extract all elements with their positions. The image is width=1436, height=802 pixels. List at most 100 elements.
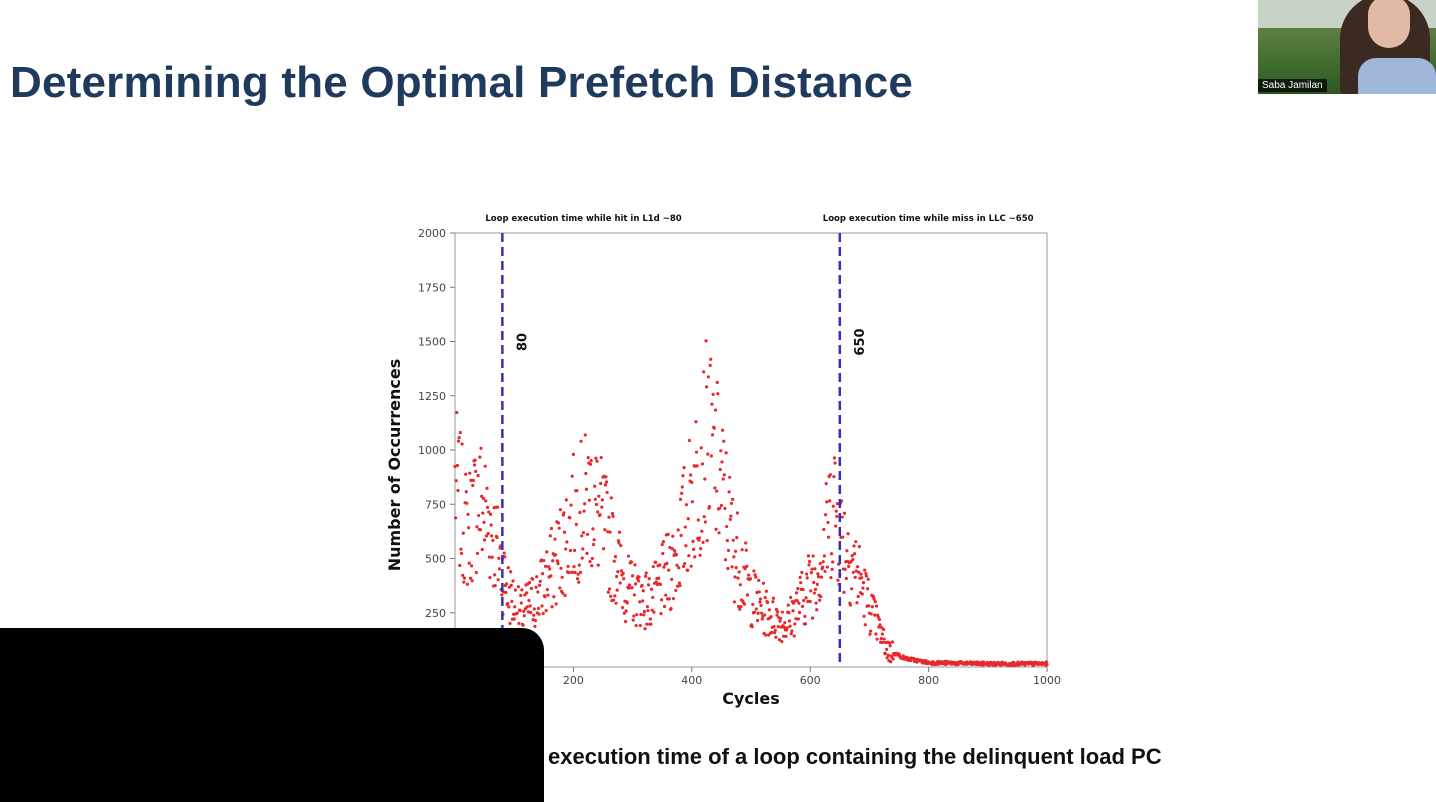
data-point <box>512 612 516 616</box>
data-point <box>684 503 689 507</box>
data-point <box>790 629 794 633</box>
data-point <box>709 454 713 458</box>
data-point <box>625 601 629 605</box>
data-point <box>618 581 622 585</box>
data-point <box>574 522 578 526</box>
data-point <box>683 525 687 529</box>
data-point <box>649 622 653 626</box>
data-point <box>474 469 478 473</box>
data-point <box>641 589 645 593</box>
data-point <box>667 568 671 572</box>
x-tick-label: 400 <box>681 674 702 687</box>
data-point <box>760 611 764 615</box>
data-point <box>807 563 811 567</box>
data-point <box>702 370 706 374</box>
data-point <box>830 567 834 571</box>
data-point <box>857 545 861 549</box>
data-point <box>789 595 793 600</box>
data-point <box>809 589 813 593</box>
data-point <box>507 605 511 609</box>
data-point <box>466 512 470 516</box>
data-point <box>695 464 699 468</box>
data-point <box>457 436 461 440</box>
data-point <box>586 532 590 536</box>
data-point <box>542 558 546 563</box>
data-point <box>591 542 596 547</box>
data-point <box>735 536 739 540</box>
data-point <box>796 617 800 621</box>
data-point <box>478 528 483 532</box>
data-point <box>798 575 802 579</box>
data-point <box>529 586 533 590</box>
data-point <box>546 593 550 597</box>
data-point <box>472 463 477 467</box>
data-point <box>590 564 594 568</box>
data-point <box>699 547 703 551</box>
data-point <box>658 563 662 567</box>
data-point <box>599 481 603 486</box>
data-point <box>556 562 560 566</box>
data-point <box>782 625 786 629</box>
data-point <box>694 420 698 424</box>
data-point <box>674 588 678 593</box>
data-point <box>577 563 581 567</box>
data-point <box>541 572 545 576</box>
participant-face <box>1368 0 1410 48</box>
data-point <box>488 512 493 516</box>
data-point <box>797 601 801 605</box>
data-point <box>543 595 547 599</box>
data-point <box>554 553 558 557</box>
data-point <box>863 568 867 572</box>
data-point <box>822 527 826 531</box>
data-point <box>534 585 538 589</box>
annotation-top-label: Loop execution time while miss in LLC ~6… <box>823 214 1034 224</box>
data-point <box>611 514 615 518</box>
data-point <box>836 578 840 582</box>
data-point <box>617 541 621 545</box>
data-point <box>632 593 636 597</box>
data-point <box>580 556 584 560</box>
data-point <box>527 598 531 603</box>
data-point <box>738 583 742 587</box>
data-point <box>586 456 590 460</box>
data-point <box>771 600 775 604</box>
y-tick-label: 1250 <box>418 390 446 403</box>
data-point <box>675 563 679 567</box>
data-point <box>773 628 777 632</box>
data-point <box>637 575 641 579</box>
data-point <box>742 602 747 606</box>
data-point <box>597 494 601 498</box>
participant-video-tile[interactable]: Saba Jamilan <box>1258 0 1436 94</box>
data-point <box>791 609 795 613</box>
data-point <box>569 503 573 507</box>
data-point <box>886 653 890 658</box>
data-point <box>633 582 638 586</box>
data-point <box>571 452 576 456</box>
data-point <box>555 559 560 563</box>
data-point <box>535 575 539 579</box>
data-point <box>703 477 707 481</box>
data-point <box>522 609 526 613</box>
data-point <box>551 559 555 563</box>
data-point <box>794 617 798 621</box>
data-point <box>548 534 552 538</box>
data-point <box>810 567 814 571</box>
data-point <box>461 573 465 577</box>
data-point <box>705 539 709 543</box>
data-point <box>485 486 489 490</box>
data-point <box>875 637 879 641</box>
data-point <box>805 572 809 576</box>
data-point <box>566 564 570 568</box>
data-point <box>580 534 584 538</box>
data-point <box>601 547 606 551</box>
data-point <box>493 573 497 577</box>
data-point <box>725 524 729 529</box>
y-tick-label: 1500 <box>418 336 446 349</box>
data-point <box>613 594 617 598</box>
data-point <box>717 531 721 535</box>
data-point <box>714 527 718 531</box>
data-point <box>887 641 892 645</box>
data-point <box>506 565 510 570</box>
data-point <box>570 474 574 478</box>
data-point <box>496 505 500 509</box>
